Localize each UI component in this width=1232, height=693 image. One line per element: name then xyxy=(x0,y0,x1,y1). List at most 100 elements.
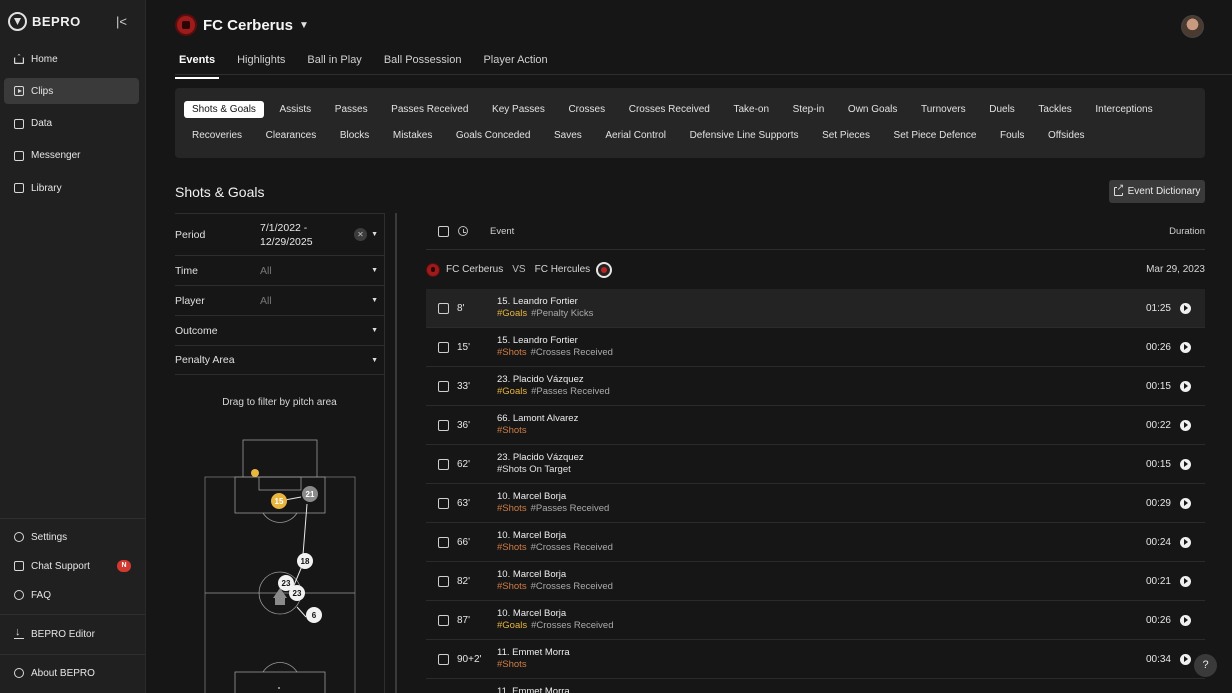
event-row[interactable]: 63' 10. Marcel Borja #Shots #Passes Receive… xyxy=(426,484,1205,523)
sidebar-item-faq[interactable]: FAQ xyxy=(4,582,139,608)
marker-goal[interactable] xyxy=(271,493,287,509)
user-avatar[interactable] xyxy=(1181,15,1204,38)
select-all-checkbox[interactable] xyxy=(438,225,449,237)
chevron-down-icon: ▼ xyxy=(371,267,378,274)
chip-key-passes[interactable]: Key Passes xyxy=(492,103,545,115)
chip-own-goals[interactable]: Own Goals xyxy=(847,103,898,115)
row-checkbox[interactable] xyxy=(438,341,449,353)
event-dictionary-button[interactable]: Event Dictionary xyxy=(1109,180,1205,203)
help-button[interactable]: ? xyxy=(1194,654,1217,677)
chip-tackles[interactable]: Tackles xyxy=(1038,103,1072,115)
row-checkbox[interactable] xyxy=(438,614,449,626)
play-icon[interactable] xyxy=(1180,302,1191,314)
chip-shots-goals[interactable]: Shots & Goals xyxy=(184,100,264,118)
event-row[interactable]: 62' 23. Placido Vázquez #Shots On Target 00… xyxy=(426,445,1205,484)
row-checkbox[interactable] xyxy=(438,497,449,509)
clear-icon[interactable]: ✕ xyxy=(354,228,367,241)
chip-recoveries[interactable]: Recoveries xyxy=(192,129,243,141)
event-row[interactable]: 11. Emmet Morra xyxy=(426,679,1205,693)
row-checkbox[interactable] xyxy=(438,536,449,548)
event-row[interactable]: 33' 23. Placido Vázquez #Goals #Passes Rece… xyxy=(426,367,1205,406)
play-icon[interactable] xyxy=(1180,419,1191,431)
marker-player[interactable] xyxy=(278,575,294,591)
panel-scrollbar[interactable] xyxy=(395,213,397,693)
chip-passes-received[interactable]: Passes Received xyxy=(391,103,469,115)
question-icon xyxy=(14,590,24,600)
sidebar-item-editor[interactable]: BEPRO Editor xyxy=(4,621,139,647)
chip-set-piece-defence[interactable]: Set Piece Defence xyxy=(893,129,977,141)
row-checkbox[interactable] xyxy=(438,653,449,665)
chip-step-in[interactable]: Step-in xyxy=(792,103,825,115)
collapse-sidebar-icon[interactable]: |< xyxy=(116,14,127,29)
chip-turnovers[interactable]: Turnovers xyxy=(920,103,966,115)
play-icon[interactable] xyxy=(1180,341,1191,353)
row-checkbox[interactable] xyxy=(438,575,449,587)
chip-fouls[interactable]: Fouls xyxy=(999,129,1025,141)
row-checkbox[interactable] xyxy=(438,419,449,431)
bepro-small-icon xyxy=(14,668,24,678)
time-filter[interactable]: Time All ▼ xyxy=(175,255,384,285)
chip-crosses-received[interactable]: Crosses Received xyxy=(628,103,710,115)
play-icon[interactable] xyxy=(1180,614,1191,626)
sidebar-item-clips[interactable]: Clips xyxy=(4,78,139,105)
sidebar-item-settings[interactable]: Settings xyxy=(4,524,139,550)
event-tags: #Shots xyxy=(497,659,1205,671)
marker-player[interactable] xyxy=(306,607,322,623)
tab-player-action[interactable]: Player Action xyxy=(483,54,548,66)
play-icon[interactable] xyxy=(1180,653,1191,665)
chip-defensive-line-supports[interactable]: Defensive Line Supports xyxy=(689,129,799,141)
chip-blocks[interactable]: Blocks xyxy=(339,129,370,141)
clock-icon[interactable] xyxy=(458,226,468,236)
play-icon[interactable] xyxy=(1180,575,1191,587)
tab-ball-possession[interactable]: Ball Possession xyxy=(383,54,462,66)
marker-player[interactable] xyxy=(302,486,318,502)
play-icon[interactable] xyxy=(1180,380,1191,392)
event-row[interactable]: 82' 10. Marcel Borja #Shots #Crosses Receiv… xyxy=(426,562,1205,601)
period-filter[interactable]: Period 7/1/2022 - 12/29/2025 ✕ ▼ xyxy=(175,213,384,255)
chip-goals-conceded[interactable]: Goals Conceded xyxy=(455,129,531,141)
row-checkbox[interactable] xyxy=(438,380,449,392)
chip-clearances[interactable]: Clearances xyxy=(265,129,317,141)
outcome-filter[interactable]: Outcome ▼ xyxy=(175,315,384,345)
sidebar-item-messenger[interactable]: Messenger xyxy=(4,143,139,169)
marker-player[interactable] xyxy=(289,585,305,601)
marker-player[interactable] xyxy=(297,553,313,569)
tab-highlights[interactable]: Highlights xyxy=(237,54,286,66)
sidebar-item-library[interactable]: Library xyxy=(4,175,139,201)
play-icon[interactable] xyxy=(1180,497,1191,509)
away-crest-icon xyxy=(596,261,613,278)
play-icon[interactable] xyxy=(1180,458,1191,470)
chip-offsides[interactable]: Offsides xyxy=(1048,129,1085,141)
event-row[interactable]: 8' 15. Leandro Fortier #Goals #Penalty Kick… xyxy=(426,289,1205,328)
event-tag: #Goals xyxy=(497,308,528,319)
event-row[interactable]: 87' 10. Marcel Borja #Goals #Crosses Receiv… xyxy=(426,601,1205,640)
chip-mistakes[interactable]: Mistakes xyxy=(392,129,433,141)
row-checkbox[interactable] xyxy=(438,302,449,314)
sidebar-item-data[interactable]: Data xyxy=(4,111,139,137)
sidebar-item-about[interactable]: About BEPRO xyxy=(4,660,139,686)
chip-set-pieces[interactable]: Set Pieces xyxy=(822,129,870,141)
chip-take-on[interactable]: Take-on xyxy=(733,103,770,115)
chip-crosses[interactable]: Crosses xyxy=(568,103,606,115)
chip-interceptions[interactable]: Interceptions xyxy=(1095,103,1153,115)
play-icon[interactable] xyxy=(1180,536,1191,548)
event-row[interactable]: 36' 66. Lamont Alvarez #Shots 00:22 xyxy=(426,406,1205,445)
tab-events[interactable]: Events xyxy=(175,54,220,79)
bepro-logo[interactable]: BEPRO xyxy=(8,12,81,31)
team-selector[interactable]: FC Cerberus ▼ xyxy=(175,14,309,36)
chip-duels[interactable]: Duels xyxy=(989,103,1015,115)
row-checkbox[interactable] xyxy=(438,458,449,470)
event-row[interactable]: 15' 15. Leandro Fortier #Shots #Crosses Rec… xyxy=(426,328,1205,367)
sidebar-item-home[interactable]: Home xyxy=(4,46,139,72)
pitch-map[interactable]: 15 21 18 23 23 6 xyxy=(175,420,384,693)
sidebar-item-chat-support[interactable]: Chat Support N xyxy=(4,553,139,579)
chip-saves[interactable]: Saves xyxy=(554,129,582,141)
penalty-area-filter[interactable]: Penalty Area ▼ xyxy=(175,345,384,375)
tab-ball-in-play[interactable]: Ball in Play xyxy=(307,54,362,66)
player-filter[interactable]: Player All ▼ xyxy=(175,285,384,315)
chip-aerial-control[interactable]: Aerial Control xyxy=(605,129,666,141)
event-row[interactable]: 90+2' 11. Emmet Morra #Shots 00:34 xyxy=(426,640,1205,679)
chip-passes[interactable]: Passes xyxy=(334,103,368,115)
chip-assists[interactable]: Assists xyxy=(279,103,312,115)
event-row[interactable]: 66' 10. Marcel Borja #Shots #Crosses Receiv… xyxy=(426,523,1205,562)
